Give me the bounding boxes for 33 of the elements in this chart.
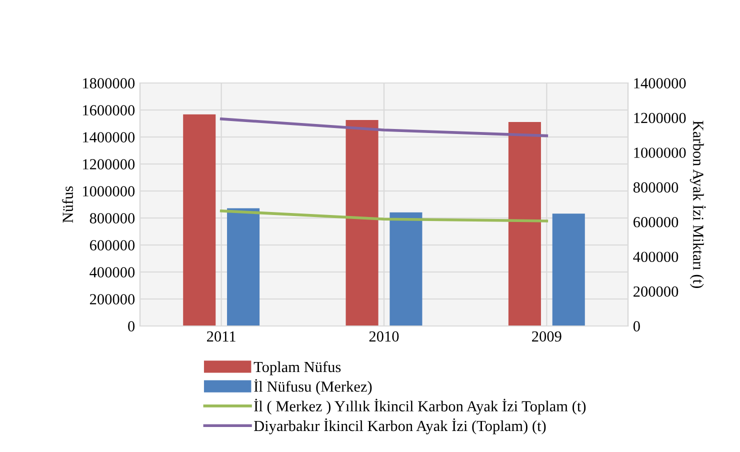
bar bbox=[508, 122, 541, 326]
y2-tick-label: 600000 bbox=[634, 217, 678, 228]
bar bbox=[227, 208, 260, 326]
y-tick-label: 800000 bbox=[90, 213, 135, 224]
bar bbox=[183, 114, 216, 326]
x-tick-label: 2010 bbox=[369, 331, 399, 342]
y2-tick-label: 1200000 bbox=[634, 112, 686, 124]
bar bbox=[552, 214, 585, 326]
legend-label: Toplam Nüfus bbox=[254, 361, 341, 376]
x-tick-label: 2011 bbox=[207, 331, 236, 342]
y2-tick-label: 200000 bbox=[634, 286, 678, 297]
legend-label: İl Nüfusu (Merkez) bbox=[254, 379, 372, 395]
bar bbox=[390, 212, 422, 326]
y2-tick-label: 1000000 bbox=[634, 148, 686, 158]
y-axis-title: Nüfus bbox=[62, 186, 74, 223]
y-tick-label: 1200000 bbox=[83, 159, 135, 170]
y-tick-label: 1000000 bbox=[83, 186, 135, 196]
y-tick-label: 400000 bbox=[90, 267, 135, 278]
y2-tick-label: 1400000 bbox=[634, 78, 686, 88]
bar bbox=[346, 120, 378, 326]
y2-axis-title: Karbon Ayak İzi Miktarı (t) bbox=[690, 120, 706, 288]
y-tick-label: 0 bbox=[128, 321, 135, 332]
y-tick-label: 200000 bbox=[90, 294, 135, 304]
y2-tick-label: 800000 bbox=[633, 182, 678, 193]
y-tick-label: 1600000 bbox=[83, 105, 135, 116]
y2-tick-label: 0 bbox=[633, 321, 640, 332]
y-tick-label: 600000 bbox=[90, 240, 135, 250]
y-tick-label: 1800000 bbox=[83, 78, 135, 88]
legend-label: İl ( Merkez ) Yıllık İkincil Karbon Ayak İzi Toplam (t) bbox=[254, 398, 586, 415]
legend-label: Diyarbakır İkincil Karbon Ayak İzi (Toplam) (t) bbox=[254, 418, 546, 434]
y2-tick-label: 400000 bbox=[633, 252, 678, 262]
y-tick-label: 1400000 bbox=[83, 132, 135, 142]
x-tick-label: 2009 bbox=[532, 331, 562, 342]
